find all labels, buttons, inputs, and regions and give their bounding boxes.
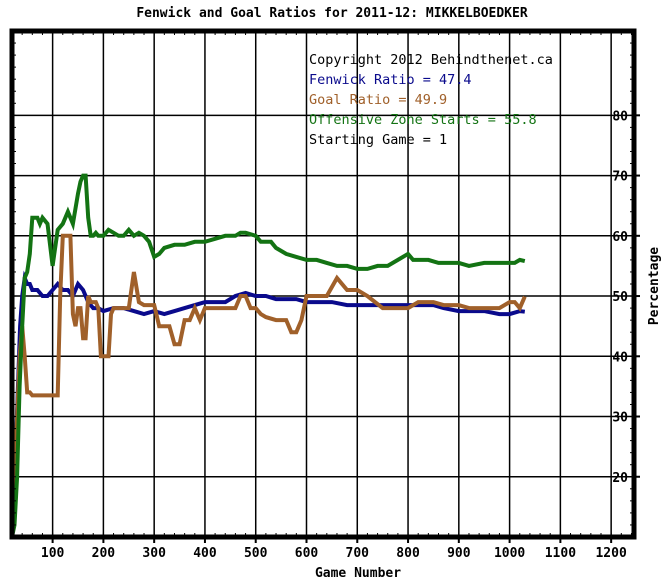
chart-title: Fenwick and Goal Ratios for 2011-12: MIK… — [136, 6, 528, 21]
x-tick-label: 900 — [447, 546, 471, 561]
goal-ratio-text: Goal Ratio = 49.9 — [309, 92, 447, 108]
x-tick-label: 1100 — [545, 546, 576, 561]
x-axis-label: Game Number — [315, 566, 401, 580]
legend: Copyright 2012 Behindthenet.ca Fenwick Ra… — [309, 52, 553, 148]
series-layer — [10, 173, 527, 538]
y-tick-label: 60 — [612, 230, 628, 245]
x-tick-label: 200 — [92, 546, 116, 561]
x-tick-label: 600 — [295, 546, 319, 561]
x-tick-label: 800 — [396, 546, 420, 561]
x-axis: 100 200 300 400 500 600 700 800 900 1000 1100 1200 — [21, 31, 632, 561]
y-tick-label: 80 — [612, 109, 628, 124]
x-tick-label: 1000 — [494, 546, 525, 561]
offensive-zone-starts-line — [10, 173, 526, 538]
grid — [12, 31, 634, 537]
y-tick-label: 20 — [612, 471, 628, 486]
fenwick-ratio-text: Fenwick Ratio = 47.4 — [309, 72, 472, 88]
x-tick-label: 300 — [142, 546, 166, 561]
y-tick-label: 70 — [612, 170, 628, 185]
fenwick-ratio-line — [10, 270, 526, 507]
x-tick-label: 700 — [346, 546, 370, 561]
y-tick-label: 30 — [612, 411, 628, 426]
y-tick-label: 40 — [612, 350, 628, 365]
x-tick-label: 100 — [41, 546, 65, 561]
offensive-zone-starts-text: Offensive Zone Starts = 55.8 — [309, 112, 537, 128]
starting-game-text: Starting Game = 1 — [309, 132, 447, 148]
y-tick-label: 50 — [612, 290, 628, 305]
y-axis: 20 30 40 50 60 70 80 — [12, 42, 640, 526]
x-tick-label: 500 — [244, 546, 268, 561]
x-tick-label: 1200 — [595, 546, 626, 561]
x-tick-label: 400 — [193, 546, 217, 561]
goal-ratio-line — [10, 233, 527, 538]
y-axis-label: Percentage — [647, 247, 662, 325]
copyright-text: Copyright 2012 Behindthenet.ca — [309, 52, 553, 68]
